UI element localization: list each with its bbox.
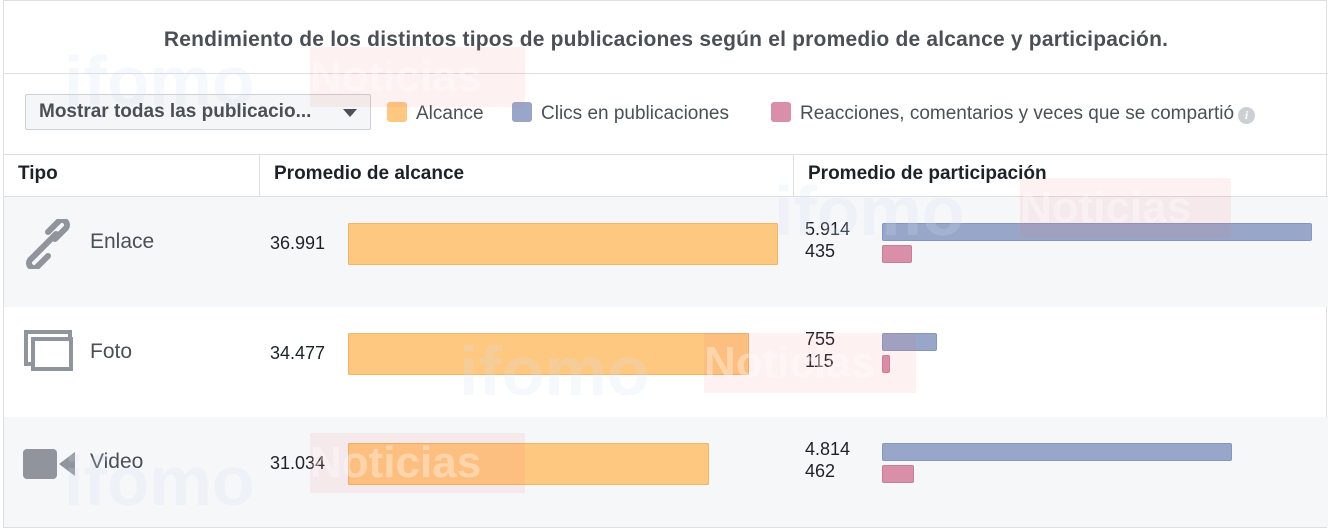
reactions-value-label: 115 xyxy=(805,351,834,371)
legend-swatch-reach xyxy=(387,102,407,122)
table-header: Tipo Promedio de alcance Promedio de par… xyxy=(4,154,1328,197)
reactions-value-label: 435 xyxy=(805,241,836,261)
photo-icon xyxy=(21,329,75,379)
legend-item-reach: Alcance xyxy=(387,102,484,126)
clicks-bar[interactable] xyxy=(882,443,1232,461)
column-header-type: Tipo xyxy=(18,163,58,184)
legend-item-reactions: Reacciones, comentarios y veces que se c… xyxy=(771,102,1256,126)
post-type-label: Foto xyxy=(90,340,133,363)
table-row: Foto 34.477 755 115 xyxy=(4,307,1328,417)
legend-item-clicks: Clics en publicaciones xyxy=(512,102,729,126)
column-divider xyxy=(259,154,260,196)
clicks-bar[interactable] xyxy=(882,333,937,351)
legend-label-reach: Alcance xyxy=(416,103,484,124)
reach-value-label: 31.034 xyxy=(270,453,326,473)
column-header-reach: Promedio de alcance xyxy=(274,163,465,184)
clicks-bar[interactable] xyxy=(882,223,1312,241)
reach-bar[interactable] xyxy=(348,223,778,265)
post-filter-value: Mostrar todas las publicacio... xyxy=(39,101,312,122)
clicks-value-label: 5.914 xyxy=(805,219,851,239)
table-row: Video 31.034 4.814 462 xyxy=(4,417,1328,527)
clicks-value-label: 4.814 xyxy=(805,439,851,459)
reactions-bar[interactable] xyxy=(882,245,912,263)
table-row: Enlace 36.991 5.914 435 xyxy=(4,197,1328,307)
post-type-label: Video xyxy=(90,450,144,473)
post-type-label: Enlace xyxy=(90,230,155,253)
reach-bar[interactable] xyxy=(348,443,709,485)
column-divider xyxy=(793,154,794,196)
reach-value-label: 36.991 xyxy=(270,233,326,253)
video-icon xyxy=(21,439,75,489)
reactions-value-label: 462 xyxy=(805,461,836,481)
legend-label-reactions: Reacciones, comentarios y veces que se c… xyxy=(800,103,1235,124)
link-icon xyxy=(21,217,75,271)
chart-panel: Rendimiento de los distintos tipos de pu… xyxy=(3,0,1328,528)
reach-value-label: 34.477 xyxy=(270,343,326,363)
reactions-bar[interactable] xyxy=(882,465,914,483)
legend-label-clicks: Clics en publicaciones xyxy=(541,103,729,124)
reach-bar[interactable] xyxy=(348,333,749,375)
legend-swatch-clicks xyxy=(512,102,532,122)
clicks-value-label: 755 xyxy=(805,329,836,349)
info-icon[interactable]: i xyxy=(1238,107,1256,124)
controls-bar: Mostrar todas las publicacio... Alcance … xyxy=(4,74,1328,155)
chevron-down-icon xyxy=(343,109,357,117)
reactions-bar[interactable] xyxy=(882,355,890,373)
chart-title: Rendimiento de los distintos tipos de pu… xyxy=(4,1,1328,74)
legend-swatch-reactions xyxy=(771,102,791,122)
column-header-engagement: Promedio de participación xyxy=(808,163,1047,184)
post-filter-dropdown[interactable]: Mostrar todas las publicacio... xyxy=(25,94,371,130)
